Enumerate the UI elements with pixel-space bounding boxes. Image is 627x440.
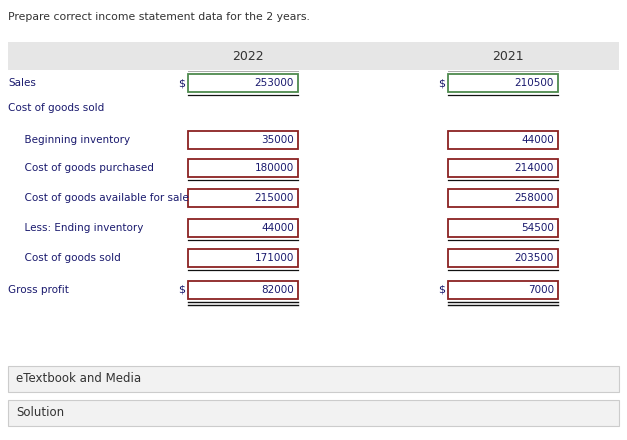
Text: Beginning inventory: Beginning inventory — [18, 135, 130, 145]
Text: 44000: 44000 — [261, 223, 294, 233]
Bar — [8, 42, 619, 70]
Text: 2021: 2021 — [492, 49, 524, 62]
Bar — [188, 219, 298, 237]
Bar — [188, 131, 298, 149]
Text: Gross profit: Gross profit — [8, 285, 69, 295]
Text: 214000: 214000 — [515, 163, 554, 173]
Bar — [188, 249, 298, 267]
Text: 2022: 2022 — [232, 49, 264, 62]
Text: $: $ — [438, 285, 445, 295]
Bar — [448, 281, 558, 299]
Bar — [448, 249, 558, 267]
Text: Prepare correct income statement data for the 2 years.: Prepare correct income statement data fo… — [8, 12, 310, 22]
Text: $: $ — [438, 78, 445, 88]
Bar — [448, 131, 558, 149]
Text: 54500: 54500 — [521, 223, 554, 233]
Text: Cost of goods purchased: Cost of goods purchased — [18, 163, 154, 173]
Text: eTextbook and Media: eTextbook and Media — [16, 373, 141, 385]
Text: 180000: 180000 — [255, 163, 294, 173]
Text: 44000: 44000 — [521, 135, 554, 145]
Text: 253000: 253000 — [255, 78, 294, 88]
Text: Solution: Solution — [16, 407, 64, 419]
Text: 171000: 171000 — [255, 253, 294, 263]
Text: $: $ — [178, 78, 185, 88]
Text: 35000: 35000 — [261, 135, 294, 145]
Bar — [188, 189, 298, 207]
Text: Cost of goods sold: Cost of goods sold — [8, 103, 104, 113]
Bar — [448, 189, 558, 207]
Bar — [188, 281, 298, 299]
Bar — [188, 74, 298, 92]
Text: 7000: 7000 — [528, 285, 554, 295]
Text: 258000: 258000 — [515, 193, 554, 203]
Text: Cost of goods sold: Cost of goods sold — [18, 253, 121, 263]
Bar — [448, 159, 558, 177]
Text: 215000: 215000 — [255, 193, 294, 203]
Text: $: $ — [178, 285, 185, 295]
Text: 210500: 210500 — [515, 78, 554, 88]
Bar — [8, 366, 619, 392]
Bar — [188, 159, 298, 177]
Bar — [448, 74, 558, 92]
Text: Cost of goods available for sale: Cost of goods available for sale — [18, 193, 189, 203]
Bar — [448, 219, 558, 237]
Text: Sales: Sales — [8, 78, 36, 88]
Text: Less: Ending inventory: Less: Ending inventory — [18, 223, 144, 233]
Text: 203500: 203500 — [515, 253, 554, 263]
Bar — [8, 400, 619, 426]
Text: 82000: 82000 — [261, 285, 294, 295]
